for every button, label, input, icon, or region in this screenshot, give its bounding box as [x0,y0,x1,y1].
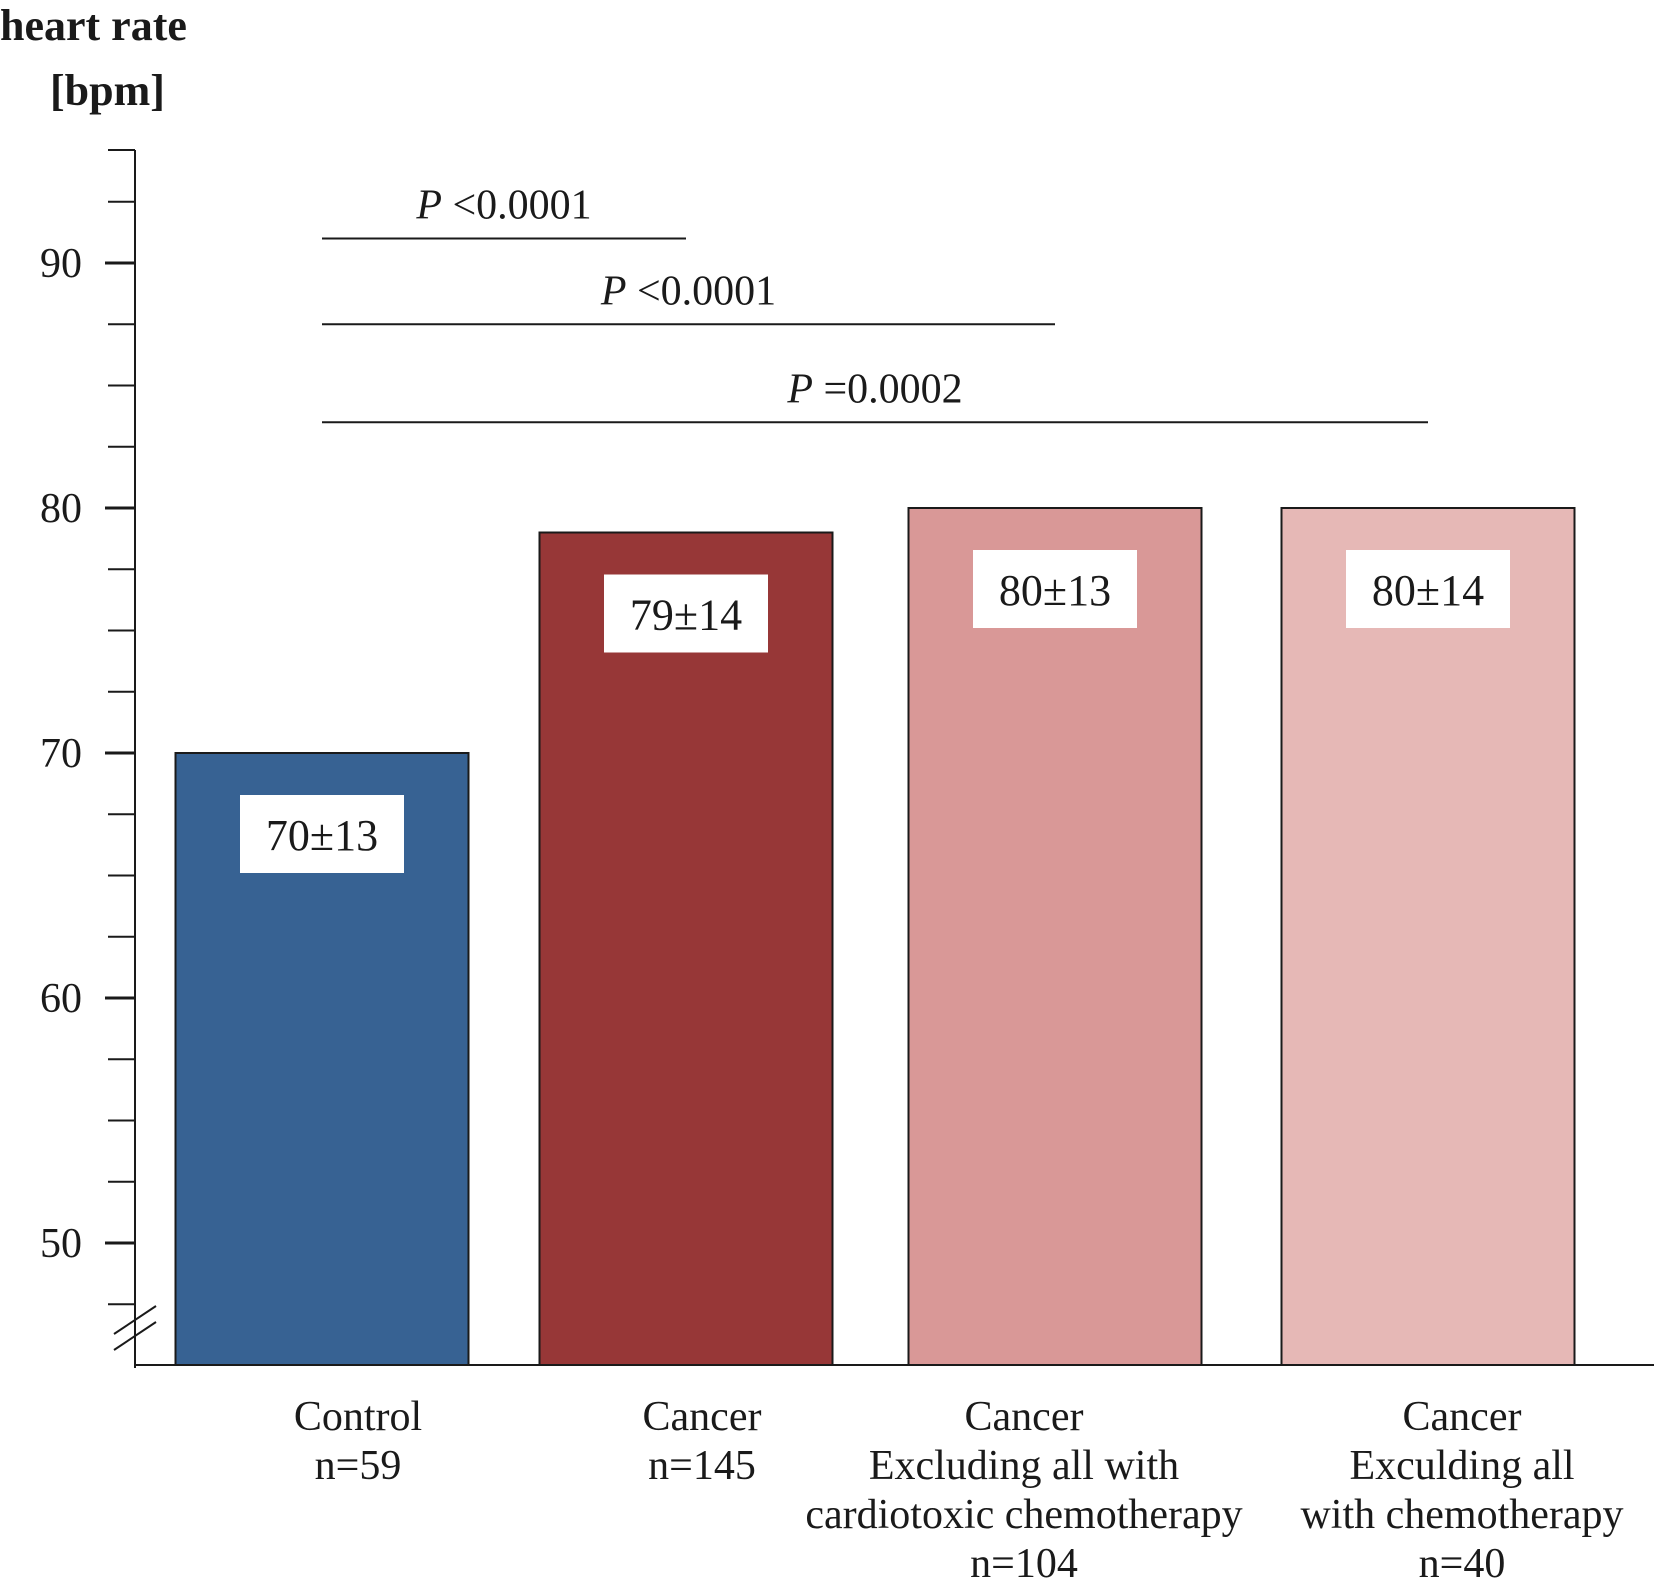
axis-break-mark [113,1305,157,1335]
category-label-2: Cancer [643,1394,762,1440]
bar-value-label-box [1346,550,1510,628]
category-label-3: Cancer [965,1394,1084,1440]
category-label-1: Control [294,1394,422,1440]
p-value-label-1: P <0.0001 [415,183,591,229]
category-label-4: Exculding all [1349,1443,1574,1489]
category-label-3: n=104 [970,1541,1078,1586]
axis-break-mark [113,1321,157,1351]
y-axis-title: heart rate [bpm] [0,1,187,115]
bar-value-label-box [240,795,404,873]
category-label-3: Excluding all with [869,1443,1179,1489]
p-value-text: =0.0002 [813,366,963,412]
bar-value-label: 70±13 [266,811,378,860]
p-value-text: <0.0001 [626,268,776,314]
y-tick-label: 60 [40,976,82,1022]
bar-value-label: 80±13 [999,566,1111,615]
category-label-4: Cancer [1403,1394,1522,1440]
p-value-label-2: P <0.0001 [600,268,776,314]
p-symbol: P [786,366,813,412]
y-tick-label: 90 [40,241,82,287]
bar-value-label-box [604,574,768,653]
bars: 70±13 79±14 80±13 80±14 [174,507,1576,1366]
bar-4 [1280,507,1576,1366]
y-tick-label: 80 [40,486,82,532]
p-symbol: P [600,268,627,314]
p-value-text: <0.0001 [442,183,592,229]
category-label-3: cardiotoxic chemotherapy [805,1492,1242,1538]
y-axis-title-line-1: heart rate [0,1,187,50]
bar-3 [907,507,1203,1366]
bar-value-label: 79±14 [630,591,742,640]
p-value-label-3: P =0.0002 [786,366,962,412]
bar-2 [538,531,834,1366]
bar-value-label-box [973,550,1137,628]
category-label-2: n=145 [648,1443,756,1489]
y-axis-title-line-2: [bpm] [50,66,165,115]
category-label-4: with chemotherapy [1300,1492,1623,1538]
bar-value-label: 80±14 [1372,566,1484,615]
category-label-4: n=40 [1419,1541,1506,1586]
y-tick-label: 70 [40,731,82,777]
y-tick-label: 50 [40,1221,82,1267]
category-label-1: n=59 [315,1443,402,1489]
p-symbol: P [415,183,442,229]
